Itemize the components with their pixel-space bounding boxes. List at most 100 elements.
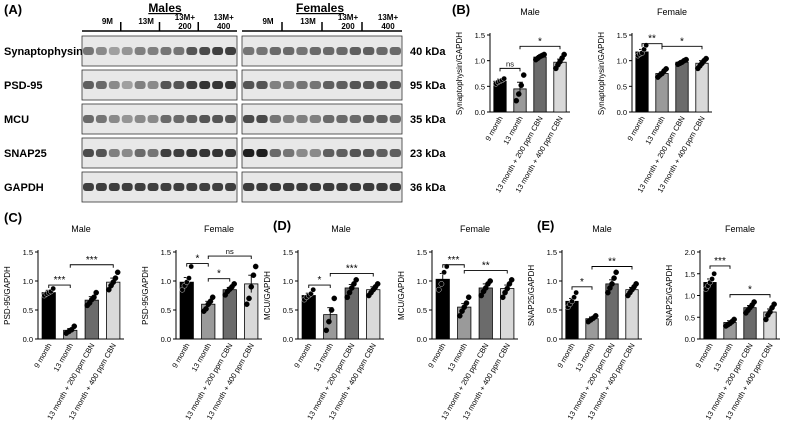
y-tick-label: 0.0 — [547, 335, 557, 344]
y-tick-label: 1.5 — [617, 31, 627, 40]
significance-label: ** — [482, 261, 490, 272]
y-axis-label: SNAP25/GAPDH — [665, 265, 674, 327]
blot-band — [323, 149, 335, 157]
significance-bracket — [571, 286, 593, 290]
lane-label: 400 — [381, 22, 395, 31]
x-tick-label: 9 month — [170, 342, 191, 370]
blot-band — [212, 115, 224, 123]
data-point — [711, 270, 717, 277]
data-point — [709, 276, 715, 282]
blot-band — [173, 183, 185, 191]
blot-mw-label: 95 kDa — [410, 80, 446, 92]
blot-membrane — [81, 171, 238, 203]
blot-band — [243, 183, 255, 191]
blot-band — [108, 183, 120, 191]
blot-band — [309, 47, 321, 55]
y-tick-label: 1.0 — [161, 277, 171, 286]
blot-band — [147, 149, 159, 157]
blot-band — [225, 149, 236, 157]
blot-band — [225, 183, 236, 191]
data-point — [592, 312, 599, 319]
significance-bracket — [308, 284, 331, 289]
chart-title: Male — [331, 224, 351, 234]
x-tick-label: 9 month — [292, 342, 313, 370]
blot-band — [283, 47, 295, 55]
y-tick-label: 1.5 — [161, 248, 171, 257]
blot-membrane — [241, 171, 403, 203]
blot-band — [186, 115, 198, 123]
blot-band — [269, 115, 281, 123]
x-tick-label: 9 month — [426, 342, 447, 370]
blot-band — [336, 47, 348, 55]
significance-bracket — [709, 265, 731, 269]
x-tick-label: 9 month — [693, 342, 714, 370]
data-point — [374, 281, 381, 287]
blot-band — [363, 81, 375, 89]
blot-band — [283, 81, 295, 89]
significance-label: * — [680, 36, 684, 47]
blot-band — [296, 81, 308, 89]
significance-bracket — [591, 266, 633, 270]
data-point — [250, 272, 257, 279]
significance-label: ns — [226, 247, 234, 256]
blot-band — [108, 47, 120, 55]
chart-title: Male — [520, 7, 540, 17]
data-point — [487, 278, 493, 284]
blot-protein-label: PSD-95 — [4, 80, 43, 92]
blot-band — [83, 81, 94, 89]
panel-letter-a: (A) — [4, 2, 22, 17]
bar — [41, 292, 56, 340]
y-axis-label: MCU/GAPDH — [397, 271, 406, 320]
data-point — [457, 312, 463, 319]
blot-band — [349, 149, 361, 157]
blot-band — [83, 115, 94, 123]
data-point — [346, 289, 353, 296]
blot-band — [309, 183, 321, 191]
blot-band — [376, 149, 388, 157]
data-point — [541, 51, 547, 58]
chart-e-female: Female SNAP25/GAPDH 0.0 0.5 1.0 1.5 2.0 9 month… — [665, 224, 780, 421]
bar — [635, 51, 649, 113]
data-point — [244, 301, 250, 308]
data-point — [93, 289, 99, 296]
data-point — [209, 294, 216, 301]
significance-label: ns — [506, 59, 514, 68]
significance-label: * — [748, 285, 752, 296]
blot-band — [389, 183, 401, 191]
blot-band — [121, 183, 133, 191]
blot-band — [323, 183, 335, 191]
blot-band — [349, 183, 361, 191]
significance-bracket — [641, 43, 663, 47]
blot-band — [160, 47, 172, 55]
significance-label: *** — [54, 275, 66, 286]
significance-label: *** — [714, 256, 726, 267]
data-point — [203, 306, 209, 312]
blot-band — [95, 115, 107, 123]
y-tick-label: 0.5 — [283, 306, 293, 315]
x-tick-label: 9 month — [483, 115, 504, 143]
blot-band — [121, 115, 133, 123]
blot-band — [269, 149, 281, 157]
blot-band — [243, 115, 255, 123]
blot-band — [323, 115, 335, 123]
blot-band — [212, 183, 224, 191]
data-point — [605, 289, 611, 296]
significance-bracket — [442, 264, 465, 268]
blot-band — [160, 115, 172, 123]
x-tick-label: 13 month — [52, 342, 75, 374]
data-point — [50, 285, 56, 292]
y-axis-label: MCU/GAPDH — [263, 271, 272, 320]
blot-band — [256, 47, 268, 55]
data-point — [435, 286, 442, 293]
blot-band — [186, 183, 198, 191]
blot-band — [186, 47, 198, 55]
significance-bracket — [207, 255, 252, 260]
data-point — [771, 301, 777, 308]
data-point — [513, 97, 520, 104]
x-tick-label: 13 month — [446, 342, 469, 374]
y-tick-label: 1.0 — [547, 277, 557, 286]
blot-band — [389, 149, 401, 157]
